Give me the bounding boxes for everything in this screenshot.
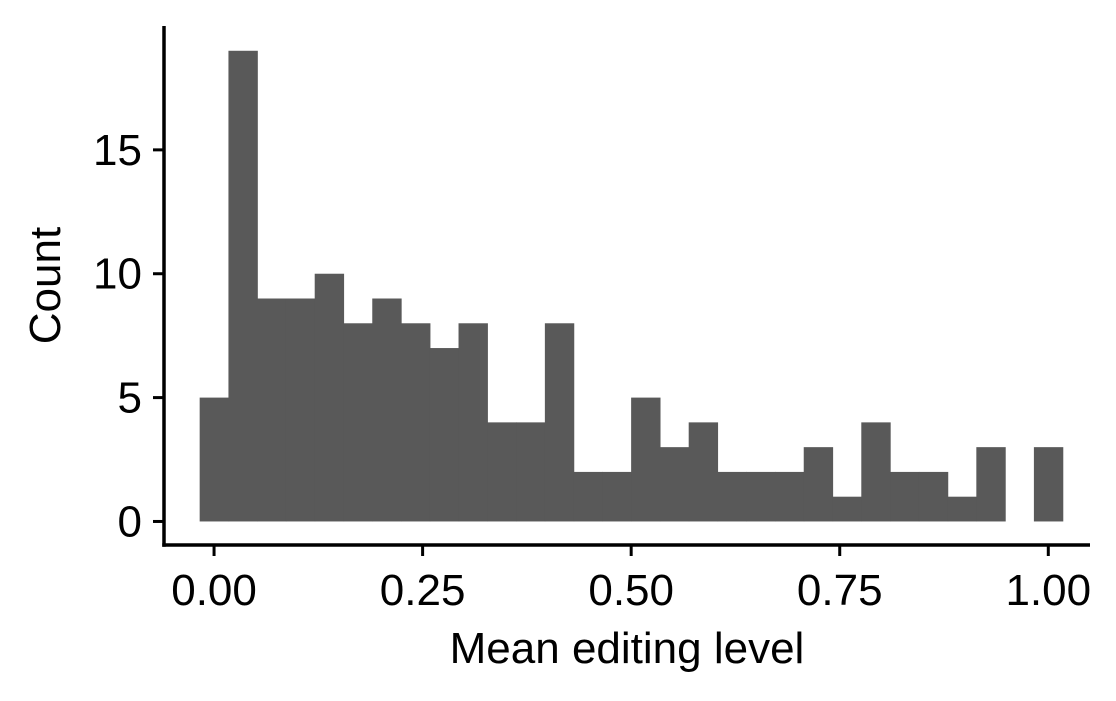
histogram-bar — [401, 323, 431, 522]
histogram-bar — [544, 323, 575, 522]
histogram-bar — [775, 471, 805, 522]
histogram-bar — [314, 273, 345, 522]
histogram-bar — [199, 397, 230, 522]
x-tick-label: 0.25 — [380, 566, 466, 615]
histogram-bar — [257, 298, 287, 522]
y-tick-label: 5 — [118, 374, 142, 423]
histogram-bar — [343, 323, 373, 522]
histogram-bar — [487, 422, 517, 522]
y-tick-label: 15 — [93, 126, 142, 175]
histogram-bar — [228, 50, 258, 522]
histogram-bar — [832, 496, 862, 522]
x-axis-ticks: 0.00 0.25 0.50 0.75 1.00 — [171, 545, 1091, 615]
histogram-bar — [429, 348, 460, 522]
histogram-bar — [890, 471, 920, 522]
histogram-bar — [717, 471, 747, 522]
histogram-bar — [1033, 447, 1064, 522]
x-tick-label: 1.00 — [1005, 566, 1091, 615]
histogram-bar — [918, 471, 949, 522]
histogram-bar — [688, 422, 719, 522]
histogram-bar — [458, 323, 488, 522]
histogram-bar — [631, 397, 661, 522]
histogram-bar — [659, 447, 690, 522]
histogram-bar — [602, 471, 632, 522]
y-tick-label: 0 — [118, 497, 142, 546]
histogram-bar — [976, 447, 1006, 522]
x-axis-title: Mean editing level — [450, 624, 805, 673]
x-tick-label: 0.00 — [171, 566, 257, 615]
x-tick-label: 0.75 — [797, 566, 883, 615]
histogram-bar — [573, 471, 604, 522]
histogram-bar — [372, 298, 402, 522]
histogram-bar — [516, 422, 546, 522]
histogram-bar — [285, 298, 316, 522]
y-axis-title: Count — [21, 227, 70, 344]
y-axis-ticks: 0 5 10 15 — [93, 126, 164, 546]
histogram-bar — [803, 447, 834, 522]
histogram-bar — [947, 496, 978, 522]
y-tick-label: 10 — [93, 250, 142, 299]
histogram-bar — [861, 422, 891, 522]
histogram-bar — [746, 471, 776, 522]
x-tick-label: 0.50 — [588, 566, 674, 615]
bars-layer — [199, 50, 1064, 522]
